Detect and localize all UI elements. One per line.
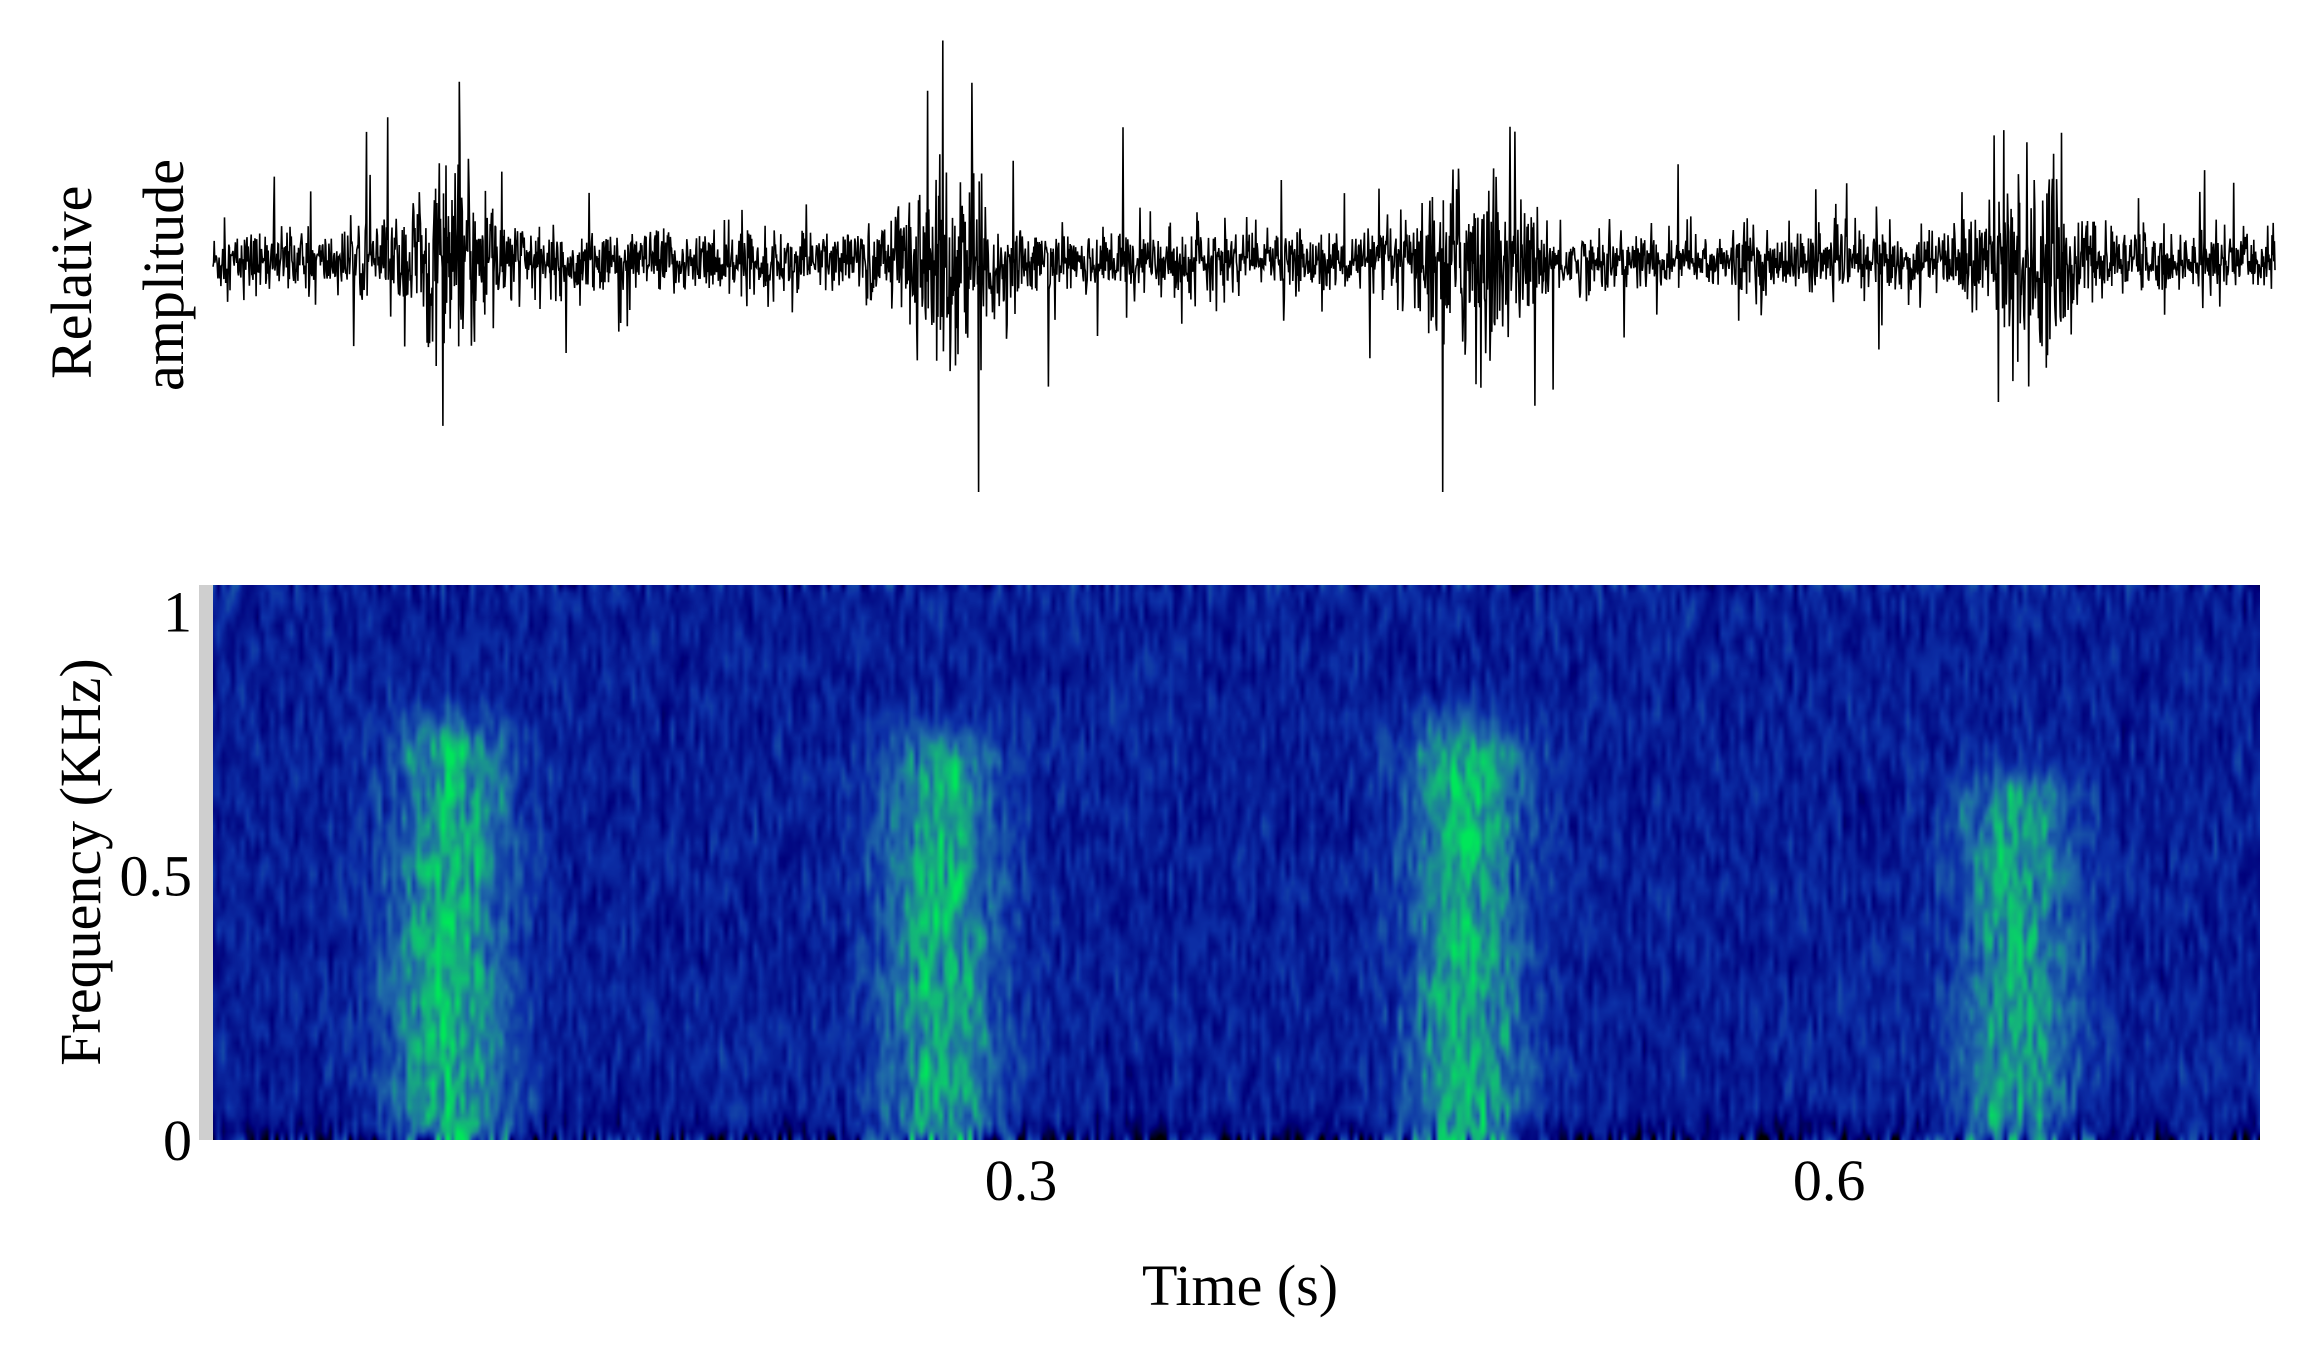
y-tick-label: 1	[163, 579, 192, 644]
spectrogram-y-ticks: 00.51	[120, 579, 193, 1173]
waveform-ylabel-line-2: amplitude	[131, 159, 196, 391]
waveform-panel: Relative amplitude	[39, 40, 2276, 493]
spectrogram-ylabel: Frequency (KHz)	[48, 658, 113, 1065]
x-tick-label: 0.3	[985, 1148, 1058, 1213]
y-tick-label: 0.5	[120, 844, 193, 909]
x-tick-label: 0.6	[1793, 1148, 1866, 1213]
spectrogram-heatmap	[213, 585, 2260, 1140]
spectrogram-panel: 00.51 0.3 0.6 Frequency (KHz) Time (s)	[48, 579, 2260, 1318]
waveform-ylabel: Relative amplitude	[39, 159, 196, 391]
spectrogram-plot-area	[213, 585, 2260, 1140]
spectrogram-x-ticks: 0.3 0.6	[985, 1148, 1866, 1213]
spectrogram-xlabel: Time (s)	[1142, 1253, 1338, 1318]
spectrogram-left-edge	[199, 585, 213, 1140]
waveform-trace	[212, 40, 2276, 493]
y-tick-label: 0	[163, 1108, 192, 1173]
waveform-ylabel-line-1: Relative	[39, 186, 104, 379]
